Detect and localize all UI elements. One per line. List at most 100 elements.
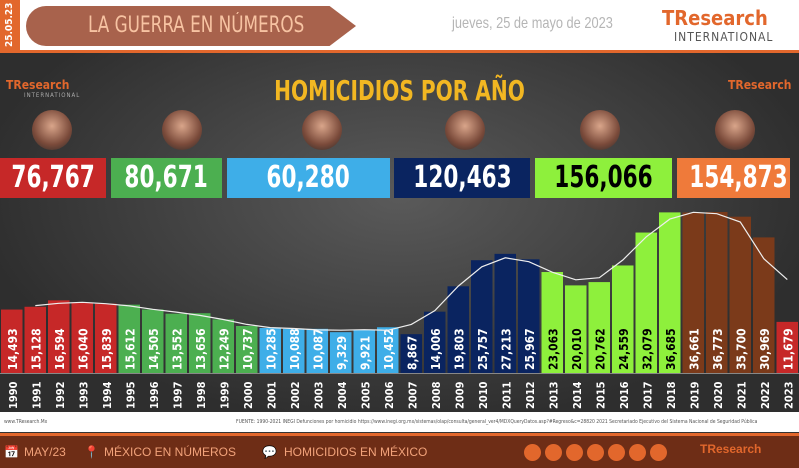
year-tick-label: 2018 [665, 381, 678, 409]
bar-1993 [71, 302, 93, 373]
bar-2021 [729, 216, 751, 373]
total-value: 80,671 [124, 160, 209, 195]
year-tick-label: 1994 [101, 381, 114, 409]
total-box: 120,463 [394, 158, 530, 198]
year-tick-label: 2020 [712, 381, 725, 409]
year-tick-label: 2001 [265, 381, 278, 409]
total-value: 120,463 [412, 160, 512, 195]
logo-right: TResearch [728, 78, 791, 92]
logo-tr: TR [700, 442, 716, 456]
bar-2004 [330, 332, 352, 373]
bar-1991 [24, 306, 46, 373]
bar-2012 [518, 259, 540, 373]
logo-tr: TR [662, 6, 689, 30]
email-icon[interactable] [566, 444, 583, 461]
total-box: 154,873 [677, 158, 790, 198]
bar-2014 [565, 285, 587, 373]
year-tick-label: 1995 [124, 381, 137, 409]
linkedin-icon[interactable] [629, 444, 646, 461]
bar-1997 [165, 313, 187, 373]
year-tick-label: 2009 [453, 381, 466, 409]
bar-value-label: 15,839 [100, 328, 114, 370]
bar-value-label: 10,737 [241, 328, 255, 370]
website-text[interactable]: www.TResearch.Mx [4, 419, 48, 425]
bar-2001 [259, 327, 281, 373]
bar-2017 [635, 232, 657, 373]
president-photo [580, 110, 620, 150]
president-photo [162, 110, 202, 150]
year-tick-label: 1997 [171, 381, 184, 409]
bar-value-label: 16,040 [76, 328, 90, 370]
year-tick-label: 2012 [524, 381, 537, 409]
bar-2010 [471, 260, 493, 373]
chart-title: HOMICIDIOS POR AÑO [274, 74, 525, 107]
bar-2015 [588, 282, 610, 373]
year-tick-label: 2019 [688, 381, 701, 409]
bar-value-label: 8,867 [405, 336, 419, 370]
bar-value-label: 12,249 [217, 328, 231, 370]
total-value: 76,767 [11, 160, 95, 195]
total-box: 60,280 [227, 158, 390, 198]
president-photo [302, 110, 342, 150]
divider [0, 50, 799, 53]
bar-2000 [236, 325, 258, 373]
bar-2016 [612, 265, 634, 373]
date-band: 25.05.23 [0, 0, 20, 50]
year-tick-label: 1996 [148, 381, 161, 409]
footer-homicidios: HOMICIDIOS EN MÉXICO [284, 445, 428, 459]
bar-value-label: 19,803 [452, 328, 466, 370]
year-tick-label: 2005 [359, 381, 372, 409]
logo-research: esearch [688, 6, 768, 30]
president-photo [445, 110, 485, 150]
bar-1999 [212, 319, 234, 373]
source-strip: www.TResearch.Mx FUENTE: 1990-2021 INEGI… [0, 412, 799, 432]
bar-value-label: 13,552 [170, 328, 184, 370]
globe-icon[interactable] [524, 444, 541, 461]
logo-research: esearch [716, 442, 762, 456]
bar-value-label: 27,213 [499, 328, 513, 370]
bar-value-label: 23,063 [546, 328, 560, 370]
bar-value-label: 14,006 [429, 328, 443, 370]
total-value: 154,873 [689, 160, 788, 195]
bar-value-label: 32,079 [640, 328, 654, 370]
year-tick-label: 2015 [594, 381, 607, 409]
bar-1990 [1, 309, 23, 373]
bar-2003 [306, 328, 328, 373]
youtube-icon[interactable] [650, 444, 667, 461]
footer-date: MAY/23 [24, 445, 66, 459]
total-box: 76,767 [0, 158, 106, 198]
president-photo [32, 110, 72, 150]
header: 25.05.23 LA GUERRA EN NÚMEROS jueves, 25… [0, 0, 799, 50]
year-tick-label: 2002 [289, 381, 302, 409]
bar-value-label: 36,773 [711, 328, 725, 370]
bar-1995 [118, 304, 140, 373]
president-photo [715, 110, 755, 150]
year-tick-label: 2021 [735, 381, 748, 409]
year-tick-label: 1993 [77, 381, 90, 409]
logo-footer: TResearch [700, 442, 761, 456]
year-tick-label: 2007 [406, 381, 419, 409]
twitter-icon[interactable] [587, 444, 604, 461]
bar-value-label: 20,010 [570, 328, 584, 370]
year-tick-label: 2011 [500, 381, 513, 409]
bar-value-label: 24,559 [617, 328, 631, 370]
trend-line [35, 211, 788, 331]
bar-value-label: 20,762 [593, 328, 607, 370]
phone-icon[interactable] [545, 444, 562, 461]
year-tick-label: 2000 [242, 381, 255, 409]
bar-value-label: 13,656 [194, 328, 208, 370]
logo-research: esearch [743, 78, 792, 92]
banner: LA GUERRA EN NÚMEROS [26, 6, 356, 46]
footer-mexico: MÉXICO EN NÚMEROS [104, 445, 237, 459]
bar-value-label: 11,679 [781, 328, 795, 370]
footer: 📅 MAY/23 📍 MÉXICO EN NÚMEROS 💬 HOMICIDIO… [0, 433, 799, 468]
bar-2009 [447, 286, 469, 373]
year-tick-label: 2008 [430, 381, 443, 409]
map-pin-icon: 📍 [84, 445, 99, 459]
bar-2022 [753, 237, 775, 373]
calendar-icon: 📅 [4, 445, 19, 459]
year-tick-label: 2017 [641, 381, 654, 409]
bar-2018 [659, 212, 681, 373]
facebook-icon[interactable] [608, 444, 625, 461]
bar-value-label: 10,088 [288, 328, 302, 370]
